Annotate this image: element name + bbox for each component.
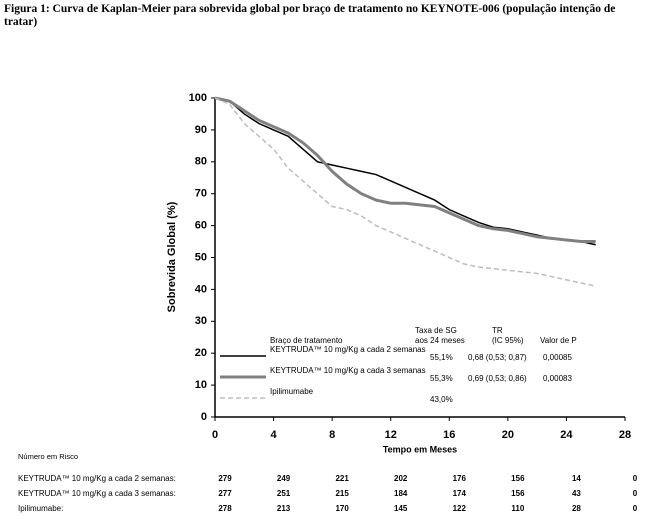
legend-label: KEYTRUDA™ 10 mg/Kg a cada 2 semanas [270, 345, 426, 354]
y-axis-label: Sobrevida Global (%) [166, 201, 178, 312]
y-tick-label: 40 [195, 283, 207, 295]
y-tick-label: 90 [195, 124, 207, 136]
risk-value: 145 [394, 504, 408, 513]
x-axis-label: Tempo em Meses [383, 444, 457, 454]
risk-label: Ipilimumabe: [18, 504, 63, 513]
x-tick-label: 24 [560, 429, 573, 441]
risk-value: 122 [453, 504, 467, 513]
risk-value: 28 [572, 504, 581, 513]
risk-label: KEYTRUDA™ 10 mg/Kg a cada 2 semanas: [18, 474, 176, 483]
legend-cell: 0,68 (0,53; 0,87) [468, 353, 527, 362]
risk-value: 184 [394, 489, 408, 498]
risk-value: 156 [511, 474, 525, 483]
risk-value: 14 [572, 474, 581, 483]
legend-cell: 0,69 (0,53; 0,86) [468, 374, 527, 383]
legend-cell: 43,0% [430, 395, 453, 404]
y-tick-label: 30 [195, 315, 207, 327]
legend-label: KEYTRUDA™ 10 mg/Kg a cada 3 semanas [270, 366, 426, 375]
risk-value: 0 [633, 489, 638, 498]
chart-title: Figura 1: Curva de Kaplan-Meier para sob… [4, 3, 616, 28]
legend-header: TR [492, 326, 503, 335]
legend-cell: 55,3% [430, 374, 453, 383]
risk-value: 213 [277, 504, 291, 513]
y-tick-label: 50 [195, 251, 207, 263]
y-tick-label: 60 [195, 220, 207, 232]
risk-value: 176 [453, 474, 467, 483]
survival-line [214, 96, 596, 244]
survival-line [214, 97, 596, 287]
risk-value: 43 [572, 489, 581, 498]
legend-header: Taxa de SG [415, 326, 457, 335]
legend-header: (IC 95%) [492, 336, 524, 345]
legend-header: Braço de tratamento [270, 336, 343, 345]
risk-value: 215 [335, 489, 349, 498]
x-tick-label: 20 [502, 429, 514, 441]
risk-value: 221 [335, 474, 349, 483]
risk-value: 202 [394, 474, 408, 483]
legend-label: Ipilimumabe [270, 387, 314, 396]
risk-value: 170 [335, 504, 349, 513]
risk-value: 0 [633, 474, 638, 483]
risk-label: KEYTRUDA™ 10 mg/Kg a cada 3 semanas: [18, 489, 176, 498]
risk-value: 156 [511, 489, 525, 498]
risk-value: 278 [218, 504, 232, 513]
risk-value: 174 [453, 489, 467, 498]
x-tick-label: 28 [619, 429, 631, 441]
y-tick-label: 70 [195, 188, 207, 200]
legend-header: aos 24 meses [415, 336, 465, 345]
risk-value: 249 [277, 474, 291, 483]
y-tick-label: 10 [195, 379, 207, 391]
legend-cell: 0,00083 [543, 374, 572, 383]
legend-cell: 55,1% [430, 353, 453, 362]
x-tick-label: 8 [329, 429, 335, 441]
legend-cell: 0,00085 [543, 353, 572, 362]
x-tick-label: 12 [385, 429, 397, 441]
x-tick-label: 0 [212, 429, 218, 441]
y-tick-label: 0 [201, 411, 207, 423]
legend-header: Valor de P [540, 336, 577, 345]
risk-value: 277 [218, 489, 232, 498]
y-tick-label: 100 [189, 92, 207, 104]
y-tick-label: 20 [195, 347, 207, 359]
x-tick-label: 16 [443, 429, 455, 441]
x-tick-label: 4 [271, 429, 278, 441]
y-tick-label: 80 [195, 156, 207, 168]
risk-value: 0 [633, 504, 638, 513]
risk-value: 251 [277, 489, 291, 498]
survival-line [214, 97, 596, 246]
risk-title: Número em Risco [18, 452, 78, 461]
risk-value: 110 [511, 504, 524, 513]
risk-value: 279 [218, 474, 232, 483]
